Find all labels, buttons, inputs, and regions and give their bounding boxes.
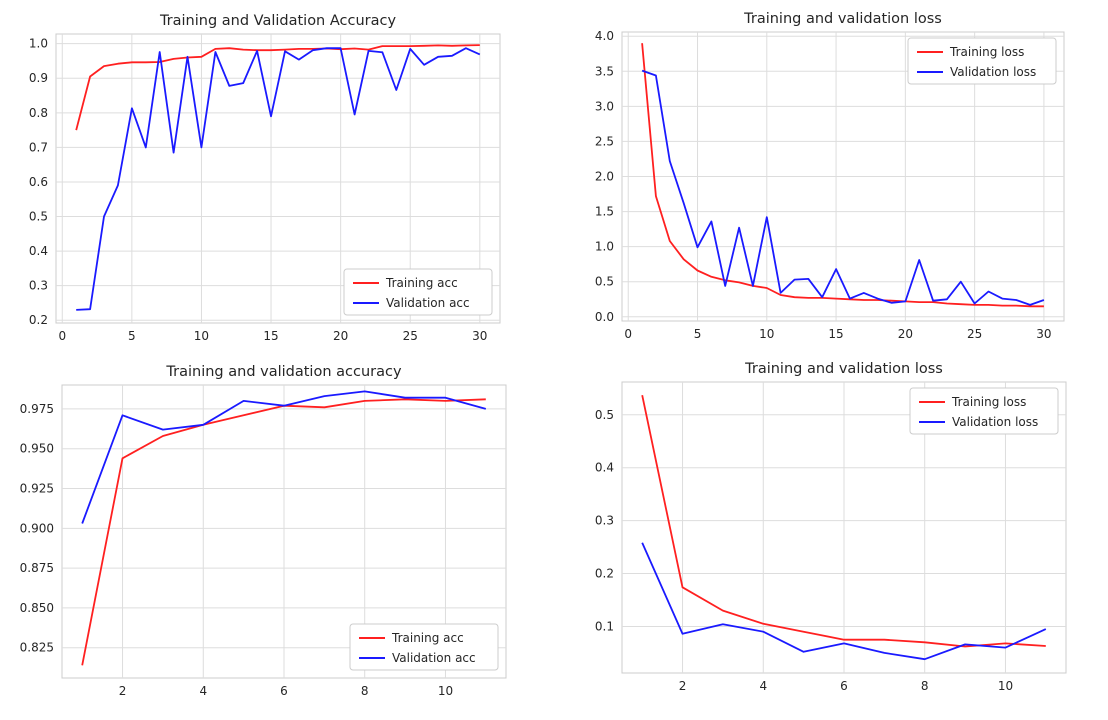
x-tick-label: 15 <box>828 327 843 341</box>
chart-panel-1: 0 5 10 15 20 25 30 0.2 0.3 0.4 0.5 0.6 0.7 0.8 0.9 1.0 T… <box>29 13 501 343</box>
legend-label: Validation loss <box>950 65 1036 79</box>
y-tick-label: 0.975 <box>20 402 54 416</box>
x-tick-label: 6 <box>280 684 288 698</box>
y-tick-label: 2.5 <box>595 134 614 148</box>
y-tick-label: 0.825 <box>20 641 54 655</box>
x-tick-label: 30 <box>1036 327 1051 341</box>
y-tick-label: 0.8 <box>29 106 48 120</box>
x-tick-label: 10 <box>438 684 453 698</box>
chart-title: Training and Validation Accuracy <box>159 13 397 29</box>
chart-panel-2: 0 5 10 15 20 25 30 0.0 0.5 1.0 1.5 2.0 2.5 3.0 3.5 4.0 T… <box>595 11 1065 341</box>
y-tick-label: 0.2 <box>595 567 614 581</box>
x-tick-label: 25 <box>403 329 418 343</box>
y-tick-label: 3.0 <box>595 99 614 113</box>
legend: Training loss Validation loss <box>907 37 1057 85</box>
x-tick-label: 4 <box>199 684 207 698</box>
chart-title: Training and validation accuracy <box>165 364 402 380</box>
x-tick-label: 15 <box>263 329 278 343</box>
x-tick-label: 10 <box>998 679 1013 693</box>
x-tick-label: 2 <box>679 679 687 693</box>
legend-label: Validation acc <box>386 296 470 310</box>
y-tick-label: 0.950 <box>20 442 54 456</box>
x-tick-label: 25 <box>967 327 982 341</box>
legend-label: Training acc <box>385 276 458 290</box>
legend-box <box>907 37 1057 85</box>
legend-label: Validation acc <box>392 651 476 665</box>
x-tick-label: 0 <box>624 327 632 341</box>
legend-label: Training loss <box>949 45 1024 59</box>
x-tick-label: 2 <box>119 684 127 698</box>
chart-title: Training and validation loss <box>744 361 943 377</box>
legend-box <box>349 623 499 671</box>
legend: Training acc Validation acc <box>343 268 493 316</box>
x-tick-label: 30 <box>472 329 487 343</box>
x-tick-label: 5 <box>694 327 702 341</box>
legend: Training acc Validation acc <box>349 623 499 671</box>
x-tick-label: 5 <box>128 329 136 343</box>
x-tick-label: 6 <box>840 679 848 693</box>
y-tick-label: 0.2 <box>29 313 48 327</box>
y-tick-label: 1.0 <box>595 240 614 254</box>
y-tick-label: 0.3 <box>29 279 48 293</box>
chart-panel-4: 2 4 6 8 10 0.1 0.2 0.3 0.4 0.5 Training and valida… <box>595 361 1067 693</box>
series-line-validation-acc <box>76 47 481 311</box>
y-tick-label: 0.900 <box>20 521 54 535</box>
y-tick-label: 3.5 <box>595 64 614 78</box>
y-tick-label: 0.5 <box>595 408 614 422</box>
x-tick-label: 10 <box>759 327 774 341</box>
x-tick-label: 0 <box>58 329 66 343</box>
legend-box <box>343 268 493 316</box>
y-tick-label: 1.5 <box>595 205 614 219</box>
series-line-validation-loss <box>641 542 1047 661</box>
series-line-validation-loss <box>641 69 1045 306</box>
series-line-training-loss <box>641 43 1044 308</box>
legend-label: Training loss <box>951 395 1026 409</box>
y-tick-label: 4.0 <box>595 29 614 43</box>
y-tick-label: 0.875 <box>20 561 54 575</box>
chart-panel-3: 2 4 6 8 10 0.825 0.850 0.875 0.900 0.925 0.950 0.97… <box>20 364 507 698</box>
y-tick-label: 0.3 <box>595 514 614 528</box>
y-tick-label: 0.4 <box>595 461 614 475</box>
x-tick-label: 20 <box>333 329 348 343</box>
y-tick-label: 0.5 <box>29 210 48 224</box>
y-tick-label: 2.0 <box>595 170 614 184</box>
y-tick-label: 0.1 <box>595 619 614 633</box>
x-tick-label: 8 <box>361 684 369 698</box>
y-tick-label: 0.850 <box>20 601 54 615</box>
y-tick-label: 0.4 <box>29 244 48 258</box>
y-tick-label: 0.0 <box>595 310 614 324</box>
y-tick-label: 0.6 <box>29 175 48 189</box>
y-tick-label: 0.5 <box>595 275 614 289</box>
y-tick-label: 0.7 <box>29 140 48 154</box>
legend-box <box>909 387 1059 435</box>
chart-title: Training and validation loss <box>743 11 942 27</box>
x-tick-label: 4 <box>759 679 767 693</box>
series-line-validation-acc <box>81 390 487 524</box>
series-line-training-acc <box>75 44 480 131</box>
x-tick-label: 8 <box>921 679 929 693</box>
legend-label: Training acc <box>391 631 464 645</box>
legend: Training loss Validation loss <box>909 387 1059 435</box>
y-tick-label: 1.0 <box>29 37 48 51</box>
y-tick-label: 0.9 <box>29 71 48 85</box>
y-tick-label: 0.925 <box>20 482 54 496</box>
x-tick-label: 20 <box>898 327 913 341</box>
legend-label: Validation loss <box>952 415 1038 429</box>
x-tick-label: 10 <box>194 329 209 343</box>
